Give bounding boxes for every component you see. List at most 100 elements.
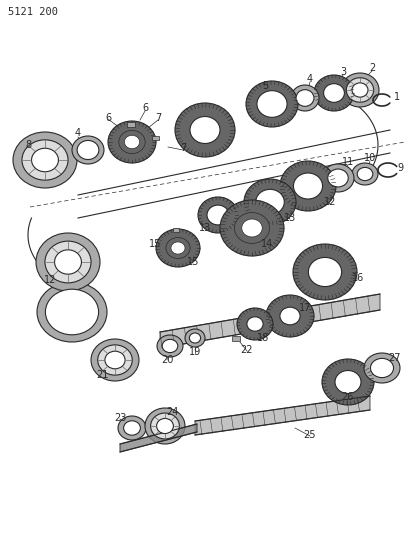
Text: 25: 25 [303, 430, 315, 440]
Ellipse shape [292, 244, 356, 300]
Text: 15: 15 [148, 239, 161, 249]
FancyBboxPatch shape [231, 336, 239, 341]
Text: 13: 13 [198, 223, 211, 233]
Ellipse shape [171, 242, 184, 254]
Text: 23: 23 [114, 413, 126, 423]
Ellipse shape [121, 133, 142, 151]
Ellipse shape [166, 238, 190, 259]
Ellipse shape [108, 121, 155, 163]
Ellipse shape [290, 85, 318, 111]
Ellipse shape [313, 75, 353, 111]
Text: 19: 19 [189, 347, 201, 357]
Ellipse shape [31, 148, 58, 172]
Text: 2: 2 [368, 63, 374, 73]
Text: 7: 7 [180, 143, 186, 153]
Polygon shape [160, 294, 379, 348]
Polygon shape [195, 396, 369, 435]
Ellipse shape [157, 335, 182, 357]
Ellipse shape [77, 141, 99, 159]
Text: 4: 4 [75, 128, 81, 138]
Ellipse shape [207, 205, 229, 225]
Ellipse shape [340, 73, 378, 107]
Ellipse shape [237, 215, 266, 240]
Ellipse shape [334, 370, 360, 393]
Ellipse shape [279, 307, 299, 325]
Ellipse shape [22, 140, 68, 180]
Ellipse shape [13, 132, 77, 188]
Text: 8: 8 [25, 140, 31, 150]
Ellipse shape [323, 84, 344, 102]
Ellipse shape [265, 295, 313, 337]
Text: 12: 12 [323, 197, 335, 207]
Ellipse shape [155, 229, 200, 267]
Text: 14: 14 [260, 239, 272, 249]
Ellipse shape [279, 161, 335, 211]
Ellipse shape [118, 416, 146, 440]
Ellipse shape [37, 282, 107, 342]
Text: 11: 11 [341, 157, 353, 167]
Ellipse shape [184, 329, 204, 347]
Ellipse shape [321, 164, 353, 192]
Text: 17: 17 [298, 303, 310, 313]
Text: 24: 24 [165, 407, 178, 417]
Ellipse shape [198, 197, 237, 233]
FancyBboxPatch shape [173, 228, 179, 232]
FancyBboxPatch shape [127, 122, 135, 127]
Ellipse shape [189, 117, 220, 143]
Ellipse shape [241, 219, 262, 237]
Ellipse shape [91, 339, 139, 381]
Ellipse shape [168, 239, 187, 256]
Ellipse shape [175, 103, 234, 157]
Ellipse shape [327, 169, 347, 187]
Text: 6: 6 [105, 113, 111, 123]
Text: 7: 7 [155, 113, 161, 123]
Text: 1: 1 [393, 92, 399, 102]
Polygon shape [120, 424, 196, 452]
Ellipse shape [245, 81, 297, 127]
Ellipse shape [123, 421, 140, 435]
Text: 20: 20 [160, 355, 173, 365]
Text: 21: 21 [96, 370, 108, 380]
Text: 5: 5 [261, 81, 267, 91]
Ellipse shape [156, 418, 173, 433]
Ellipse shape [308, 257, 341, 287]
Ellipse shape [256, 91, 286, 117]
Ellipse shape [321, 359, 373, 405]
Text: 6: 6 [142, 103, 148, 113]
Ellipse shape [105, 351, 125, 369]
Text: 3: 3 [339, 67, 345, 77]
Text: 12: 12 [44, 275, 56, 285]
Ellipse shape [255, 189, 283, 215]
Text: 22: 22 [240, 345, 253, 355]
Text: 5121 200: 5121 200 [8, 7, 58, 17]
Text: 15: 15 [187, 257, 199, 267]
Ellipse shape [370, 358, 393, 377]
Ellipse shape [119, 131, 145, 154]
Ellipse shape [346, 78, 373, 102]
Ellipse shape [150, 413, 179, 439]
Text: 18: 18 [256, 333, 268, 343]
Ellipse shape [243, 179, 295, 225]
Ellipse shape [236, 308, 272, 340]
Ellipse shape [220, 200, 283, 256]
Ellipse shape [351, 83, 367, 97]
Ellipse shape [363, 353, 399, 383]
Ellipse shape [351, 163, 377, 185]
Ellipse shape [124, 135, 139, 149]
Text: 9: 9 [396, 163, 402, 173]
Ellipse shape [162, 340, 178, 353]
Ellipse shape [189, 333, 200, 343]
Ellipse shape [72, 136, 104, 164]
FancyBboxPatch shape [152, 136, 159, 140]
Text: 4: 4 [306, 74, 312, 84]
Text: 26: 26 [340, 392, 352, 402]
Ellipse shape [295, 90, 313, 106]
Text: 13: 13 [283, 213, 295, 223]
Ellipse shape [97, 345, 132, 375]
Ellipse shape [145, 408, 184, 444]
Ellipse shape [246, 317, 263, 331]
Ellipse shape [234, 213, 269, 244]
Ellipse shape [356, 167, 372, 181]
Ellipse shape [36, 233, 100, 291]
Ellipse shape [45, 241, 91, 283]
